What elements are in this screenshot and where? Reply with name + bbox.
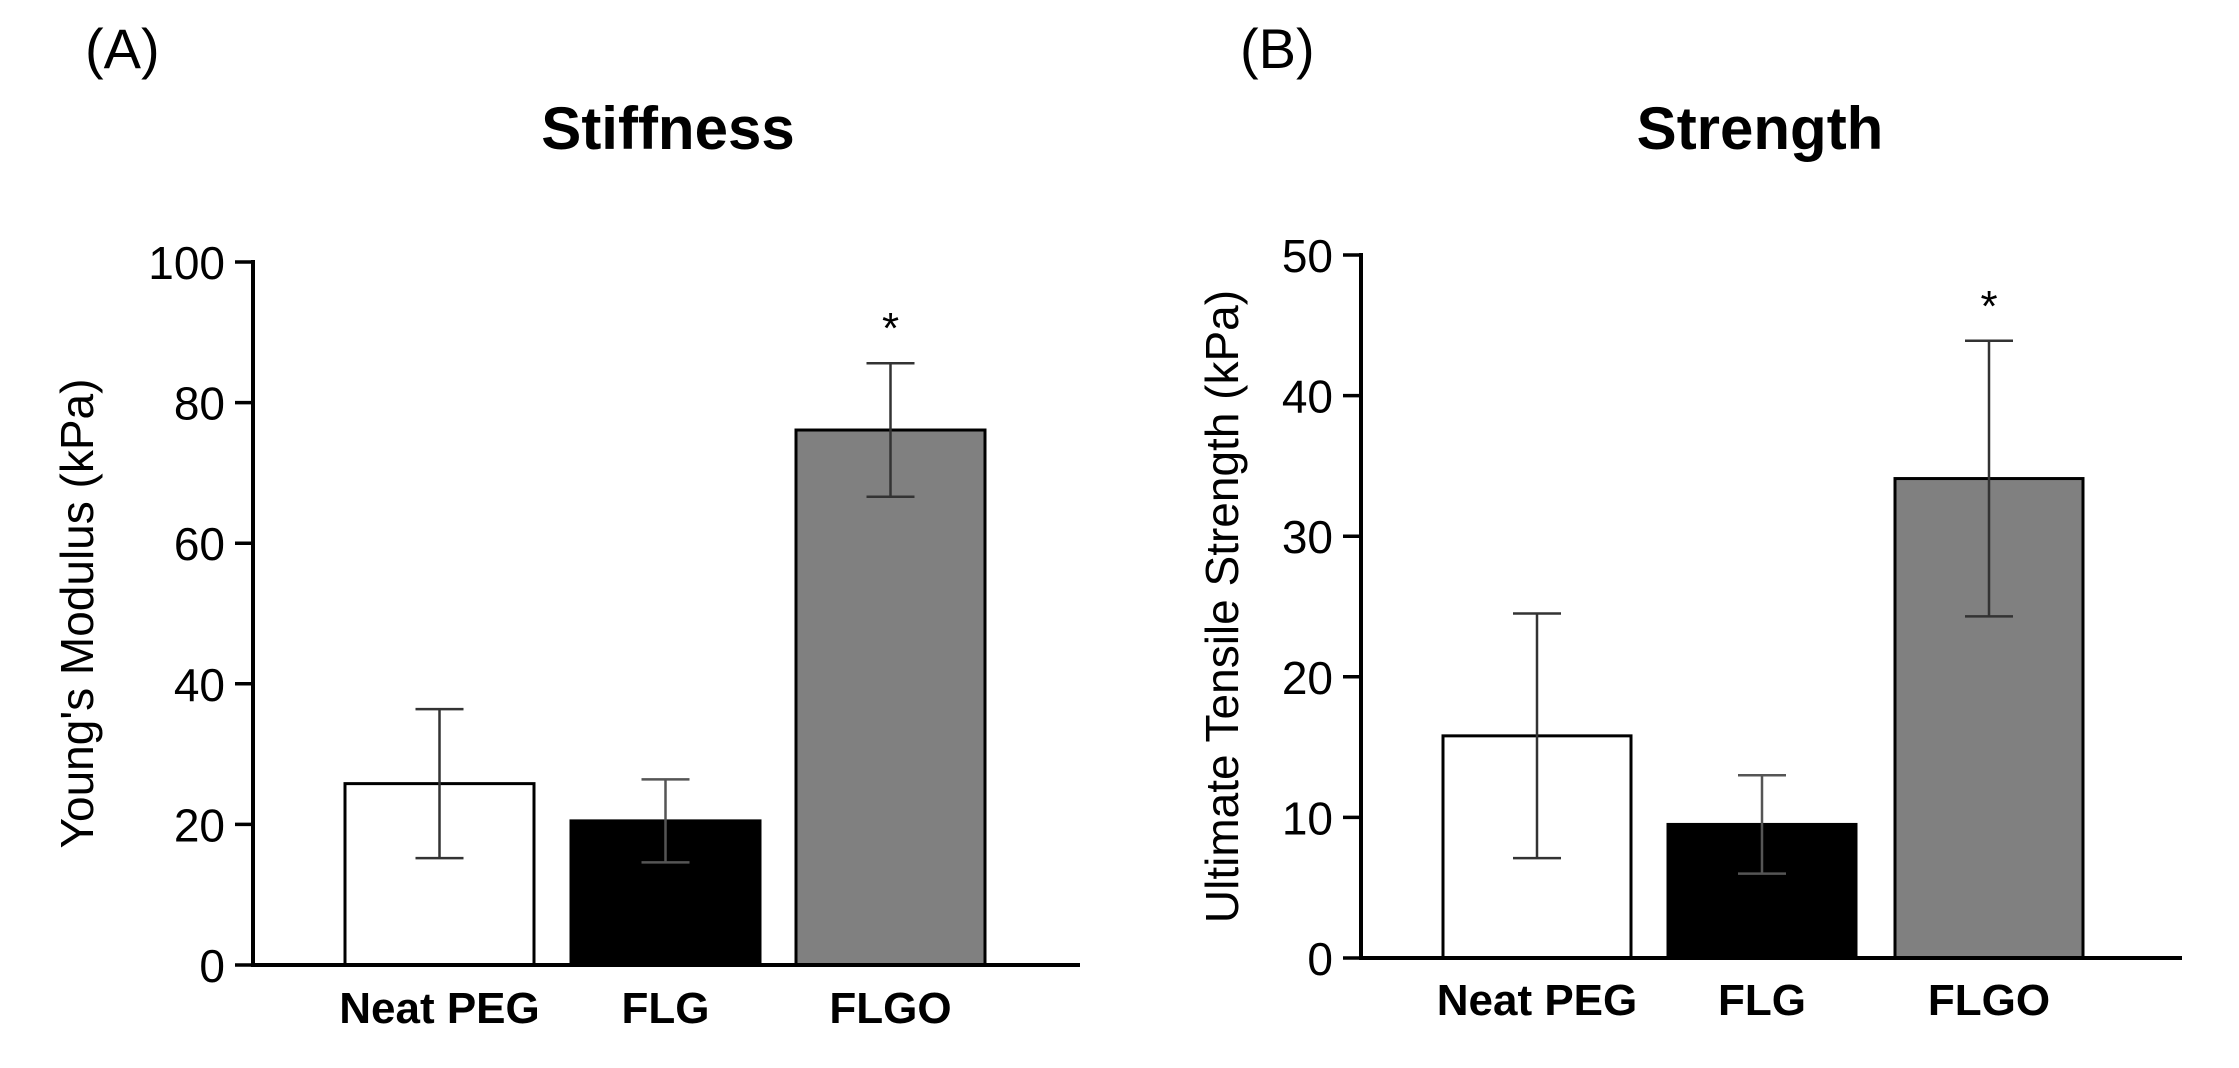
y-tick-label: 0 — [1307, 933, 1333, 985]
chart-title: Stiffness — [541, 95, 794, 162]
chart-title: Strength — [1637, 95, 1884, 162]
y-tick-label: 0 — [199, 940, 225, 992]
x-tick-label: FLG — [622, 984, 710, 1033]
y-tick-label: 100 — [148, 237, 225, 289]
y-tick-label: 10 — [1282, 792, 1333, 844]
x-tick-label: FLG — [1718, 976, 1806, 1025]
y-axis-label: Ultimate Tensile Strength (kPa) — [1196, 290, 1248, 923]
panel-label: (B) — [1240, 17, 1315, 80]
x-tick-label: Neat PEG — [1437, 976, 1638, 1025]
y-tick-label: 80 — [174, 378, 225, 430]
y-tick-label: 30 — [1282, 511, 1333, 563]
y-axis-label: Young's Modulus (kPa) — [51, 379, 103, 849]
y-tick-label: 40 — [174, 659, 225, 711]
significance-marker: * — [882, 304, 899, 353]
panel-a: (A) Stiffness Young's Modulus (kPa) * 0 20 40 6… — [51, 17, 1080, 1033]
y-tick-label: 60 — [174, 518, 225, 570]
y-tick-label: 20 — [1282, 652, 1333, 704]
x-tick-label: FLGO — [829, 984, 951, 1033]
panel-label: (A) — [85, 17, 160, 80]
x-tick-label: Neat PEG — [339, 984, 540, 1033]
bar-flgo — [794, 428, 987, 967]
panel-b: (B) Strength Ultimate Tensile Strength (kP… — [1196, 17, 2182, 1025]
y-tick-label: 20 — [174, 799, 225, 851]
x-tick-label: FLGO — [1928, 976, 2050, 1025]
y-tick-label: 40 — [1282, 371, 1333, 423]
y-tick-label: 50 — [1282, 230, 1333, 282]
significance-marker: * — [1980, 282, 1997, 331]
